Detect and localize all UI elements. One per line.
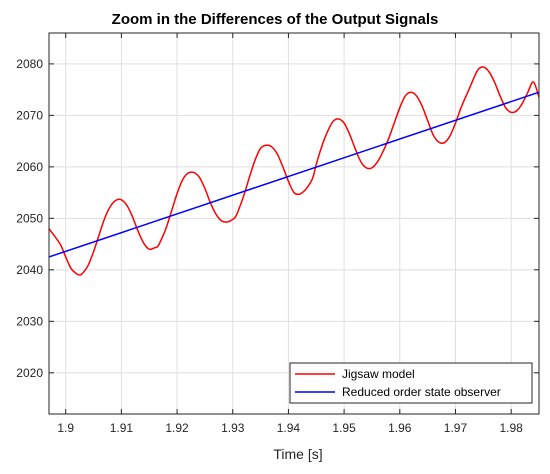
x-tick-label: 1.9 <box>57 421 74 435</box>
x-tick-label: 1.91 <box>110 421 134 435</box>
legend-label-jigsaw-model: Jigsaw model <box>342 367 415 381</box>
y-tick-label: 2050 <box>16 211 43 225</box>
x-tick-label: 1.96 <box>388 421 412 435</box>
axis-tick-labels: 1.9 1.91 1.92 1.93 1.94 1.95 1.96 1.97 1.98 2020 2… <box>16 57 523 435</box>
x-tick-label: 1.92 <box>165 421 189 435</box>
y-tick-label: 2020 <box>16 366 43 380</box>
y-tick-label: 2040 <box>16 263 43 277</box>
y-tick-label: 2060 <box>16 160 43 174</box>
series-line-jigsaw-model <box>49 66 539 276</box>
chart-title: Zoom in the Differences of the Output Si… <box>112 11 439 28</box>
axes-frame <box>48 32 540 415</box>
x-tick-label: 1.97 <box>444 421 468 435</box>
plot-series <box>49 66 539 276</box>
x-tick-label: 1.98 <box>499 421 523 435</box>
x-tick-label: 1.95 <box>332 421 356 435</box>
x-tick-label: 1.94 <box>277 421 301 435</box>
x-tick-label: 1.93 <box>221 421 245 435</box>
y-tick-label: 2030 <box>16 314 43 328</box>
x-axis-label: Time [s] <box>273 446 322 462</box>
legend-box <box>289 362 533 404</box>
axis-ticks <box>49 33 539 414</box>
legend: Jigsaw model Reduced order state observe… <box>289 362 533 404</box>
y-tick-label: 2070 <box>16 108 43 122</box>
y-tick-label: 2080 <box>16 57 43 71</box>
legend-label-reduced-order-state-observer: Reduced order state observer <box>342 385 501 399</box>
series-line-reduced-order-state-observer <box>49 91 539 258</box>
